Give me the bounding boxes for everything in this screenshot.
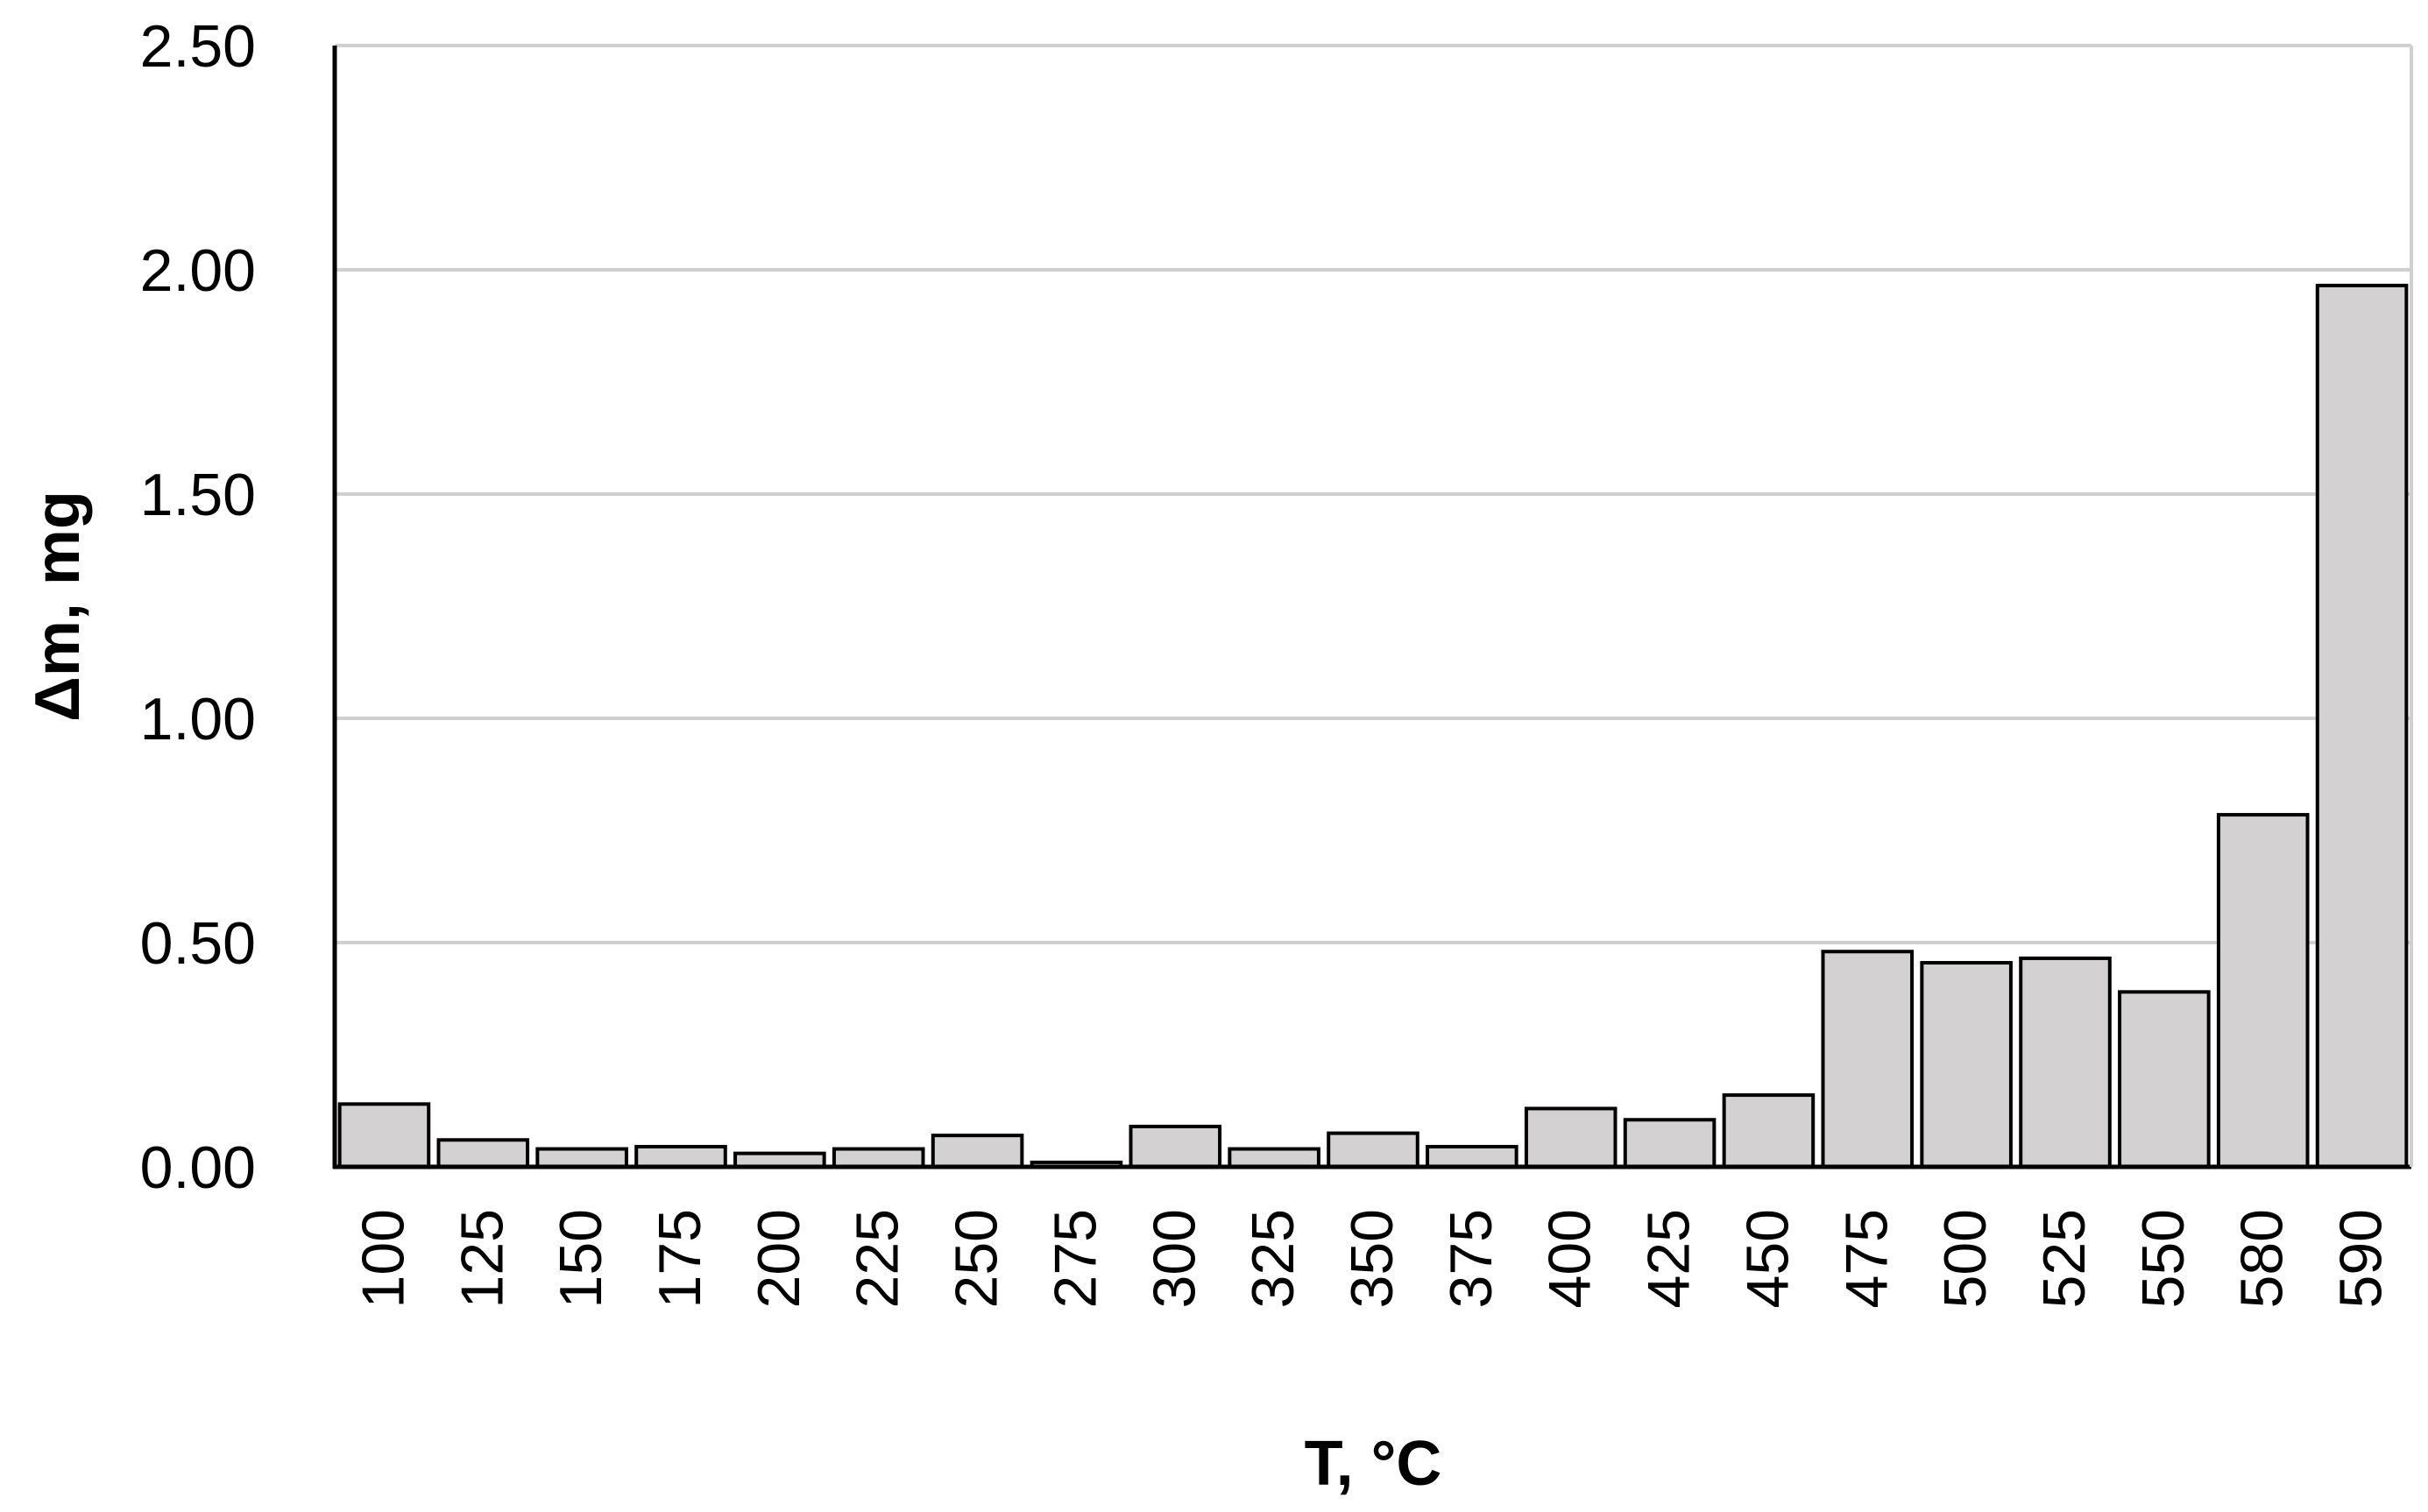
bar-150 [535, 1147, 628, 1169]
bar-500 [1920, 961, 2013, 1169]
x-tick-label: 125 [449, 1209, 515, 1308]
gridlines [335, 44, 2411, 944]
x-tick-label: 300 [1141, 1209, 1207, 1308]
axes [332, 46, 2413, 1169]
x-tick-label: 250 [944, 1209, 1010, 1308]
bar-400 [1524, 1106, 1617, 1169]
x-tick-label: 400 [1537, 1209, 1603, 1308]
bar-325 [1228, 1147, 1320, 1169]
y-tick-label: 1.00 [140, 686, 256, 752]
bar-550 [2118, 990, 2211, 1169]
x-tick-label: 175 [647, 1209, 713, 1308]
bar-525 [2019, 956, 2112, 1169]
x-tick-labels: 100 125 150 175 200 225 250 275 300 325 350 375 400 4… [350, 1209, 2394, 1308]
y-tick-labels: 0.00 0.50 1.00 1.50 2.00 2.50 [140, 13, 256, 1201]
x-tick-label: 100 [350, 1209, 416, 1308]
y-tick-label: 2.50 [140, 13, 256, 80]
bar-375 [1426, 1144, 1518, 1169]
bar-175 [634, 1144, 727, 1169]
bar-350 [1327, 1131, 1419, 1169]
bar-125 [436, 1138, 530, 1169]
x-tick-label: 375 [1438, 1209, 1504, 1308]
x-tick-label: 225 [845, 1209, 911, 1308]
y-tick-label: 2.00 [140, 237, 256, 304]
x-tick-label: 200 [746, 1209, 812, 1308]
x-tick-label: 325 [1240, 1209, 1306, 1308]
bar-250 [931, 1134, 1024, 1169]
x-tick-label: 550 [2130, 1209, 2197, 1308]
bar-475 [1821, 950, 1915, 1169]
bar-425 [1623, 1118, 1717, 1169]
bar-225 [832, 1147, 925, 1169]
y-tick-label: 0.00 [140, 1134, 256, 1201]
x-tick-label: 275 [1042, 1209, 1108, 1308]
bar-100 [337, 1102, 431, 1169]
y-tick-label: 1.50 [140, 462, 256, 528]
bar-300 [1129, 1124, 1222, 1169]
x-axis-title: T, °C [1305, 1429, 1442, 1499]
x-tick-label: 475 [1833, 1209, 1900, 1308]
x-tick-label: 500 [1932, 1209, 1999, 1308]
x-tick-label: 450 [1734, 1209, 1801, 1308]
y-axis-title: Δm, mg [23, 491, 93, 722]
x-tick-label: 525 [2031, 1209, 2098, 1308]
bar-450 [1722, 1093, 1816, 1169]
x-tick-label: 350 [1339, 1209, 1405, 1308]
x-tick-label: 425 [1636, 1209, 1702, 1308]
y-tick-label: 0.50 [140, 910, 256, 977]
x-tick-label: 150 [548, 1209, 614, 1308]
x-tick-label: 590 [2328, 1209, 2395, 1308]
bar-590 [2315, 283, 2409, 1169]
bar-580 [2216, 813, 2310, 1169]
x-tick-label: 580 [2229, 1209, 2296, 1308]
bars [337, 283, 2409, 1169]
